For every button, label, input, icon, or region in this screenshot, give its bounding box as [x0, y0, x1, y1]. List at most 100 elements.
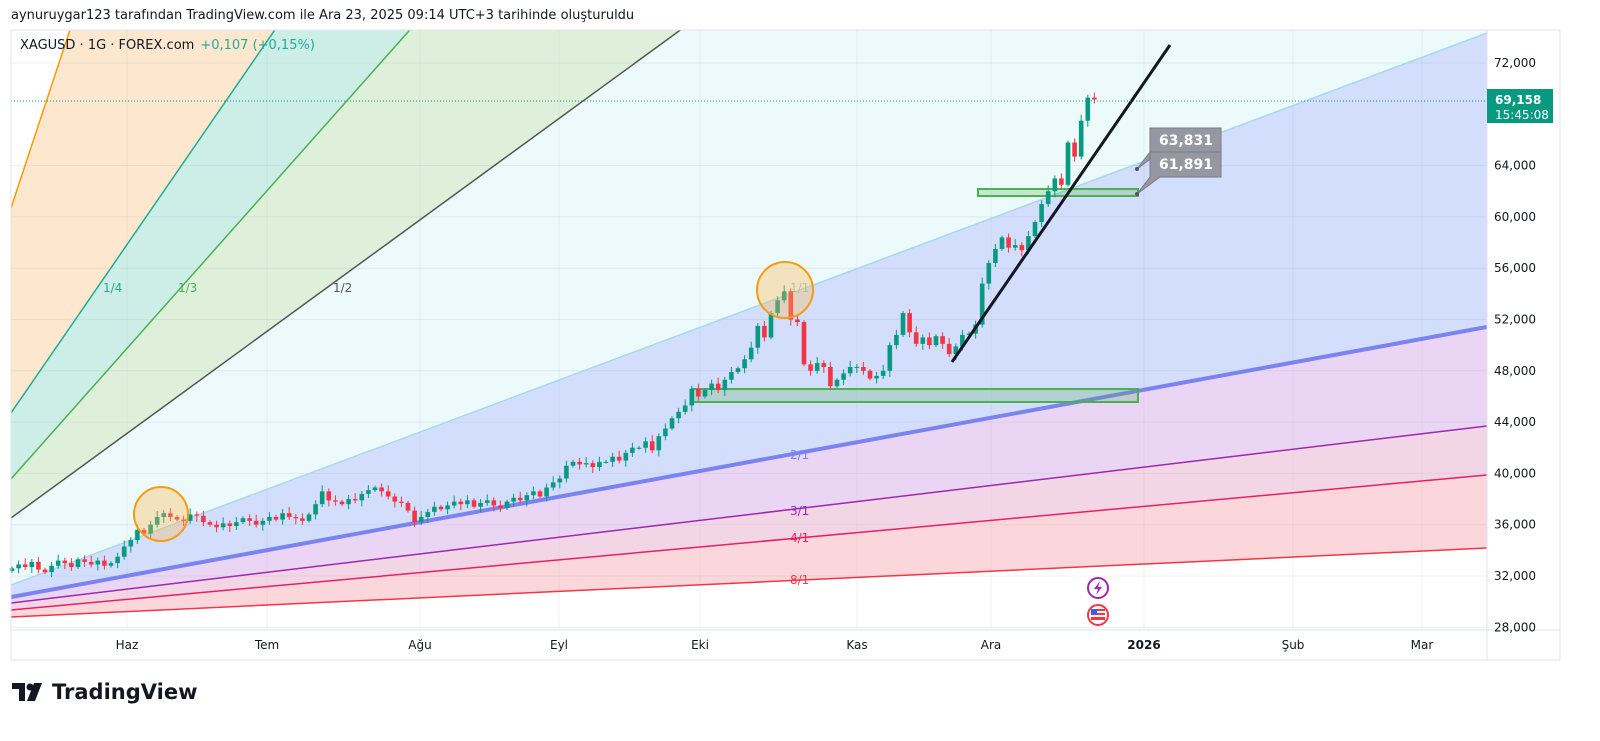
- candle-body: [29, 561, 35, 568]
- time-tick: Ara: [981, 638, 1002, 652]
- candle-body: [762, 325, 767, 338]
- candle: [121, 540, 127, 560]
- candle-body: [808, 364, 813, 371]
- candle: [504, 499, 510, 510]
- candle-body: [319, 491, 325, 505]
- candle-body: [531, 491, 536, 496]
- gann-line-1-4[interactable]: [11, 0, 1487, 414]
- candle: [1072, 138, 1077, 162]
- candle-body: [900, 313, 906, 335]
- candle-body: [583, 463, 589, 465]
- candle-body: [894, 334, 899, 346]
- highlight-circle[interactable]: [756, 261, 814, 319]
- candle-body: [253, 520, 259, 525]
- candle-body: [366, 490, 371, 494]
- candle: [511, 493, 516, 507]
- candle: [1032, 220, 1038, 239]
- candle: [75, 557, 81, 569]
- gann-line-3-1[interactable]: [11, 425, 1487, 604]
- candle-body: [933, 336, 939, 346]
- candle-body: [1059, 178, 1064, 185]
- gann-line-1-1[interactable]: [11, 32, 1487, 586]
- candle-body: [676, 411, 681, 419]
- time-tick: Eyl: [550, 638, 568, 652]
- candle-body: [682, 405, 688, 412]
- price-axis[interactable]: 72,000 64,000 60,000 56,000 52,000 48,000 44,0…: [1494, 56, 1536, 634]
- highlight-circle[interactable]: [133, 486, 189, 542]
- candle-body: [867, 370, 873, 379]
- candle: [478, 498, 483, 512]
- gann-line-1-2[interactable]: [11, 0, 1487, 519]
- candle-body: [1085, 97, 1091, 121]
- gann-line-1-3[interactable]: [11, 0, 1487, 480]
- candle-body: [834, 379, 840, 387]
- candle: [669, 416, 675, 431]
- price-callout[interactable]: 61,891: [1135, 151, 1222, 196]
- candle-body: [392, 496, 398, 502]
- candle-body: [95, 560, 101, 565]
- candle-body: [181, 519, 186, 521]
- candle-body: [313, 504, 318, 515]
- candle-body: [616, 456, 622, 461]
- candle: [1019, 242, 1025, 257]
- gann-line-2-1[interactable]: [11, 325, 1487, 599]
- candle: [1006, 233, 1011, 253]
- candle: [194, 511, 200, 522]
- candle-body: [649, 441, 655, 451]
- candle: [907, 309, 912, 338]
- candle-body: [788, 291, 794, 320]
- trend-line[interactable]: [950, 44, 1172, 363]
- candle: [9, 566, 15, 573]
- candle: [564, 460, 569, 483]
- candle: [828, 361, 833, 391]
- candle-body: [742, 359, 747, 369]
- candle: [286, 507, 292, 520]
- time-axis[interactable]: Haz Tem Ağu Eyl Eki Kas Ara 2026 Şub Mar: [116, 638, 1434, 652]
- candle-body: [1052, 178, 1058, 192]
- candle-body: [623, 452, 629, 461]
- candle: [385, 485, 391, 500]
- candle-body: [346, 499, 351, 505]
- candle-body: [603, 461, 609, 463]
- gann-label-1-1: 1/1: [790, 281, 809, 295]
- candle-body: [9, 568, 15, 571]
- candle-body: [108, 563, 114, 566]
- candle: [808, 360, 813, 376]
- candle-body: [425, 511, 431, 518]
- tradingview-logo[interactable]: TradingView: [12, 680, 197, 704]
- gann-fan[interactable]: [11, 0, 1487, 618]
- event-us-flag-icon[interactable]: [1087, 604, 1109, 626]
- candle-body: [524, 495, 530, 501]
- candle-body: [801, 322, 807, 365]
- candle-body: [511, 497, 516, 502]
- candle: [267, 512, 272, 525]
- candle-body: [280, 513, 285, 520]
- candle: [887, 342, 893, 377]
- gann-line-4-1[interactable]: [11, 474, 1487, 611]
- price-tick: 40,000: [1494, 466, 1536, 480]
- candle-body: [326, 491, 332, 501]
- candle: [392, 493, 398, 508]
- candle-body: [993, 248, 998, 264]
- candle-body: [940, 336, 945, 344]
- symbol-legend[interactable]: XAGUSD · 1G · FOREX.com +0,107 (+0,15%): [20, 38, 315, 53]
- candle: [583, 457, 589, 468]
- support-zone-lower[interactable]: [691, 388, 1139, 403]
- time-tick: Tem: [254, 638, 279, 652]
- candle: [82, 555, 87, 567]
- candle: [874, 371, 879, 384]
- candle-body: [471, 500, 477, 507]
- symbol-name: XAGUSD · 1G · FOREX.com: [20, 38, 195, 53]
- candle: [29, 558, 35, 574]
- gann-line-8-1[interactable]: [11, 547, 1487, 618]
- event-lightning-icon[interactable]: [1087, 577, 1109, 599]
- support-zone-upper[interactable]: [977, 188, 1139, 197]
- candle-body: [36, 561, 41, 570]
- candle-body: [465, 500, 470, 505]
- candle-body: [781, 291, 787, 301]
- candle-body: [498, 505, 503, 509]
- candle-body: [880, 370, 886, 376]
- candle: [234, 517, 239, 530]
- candle-body: [69, 563, 74, 568]
